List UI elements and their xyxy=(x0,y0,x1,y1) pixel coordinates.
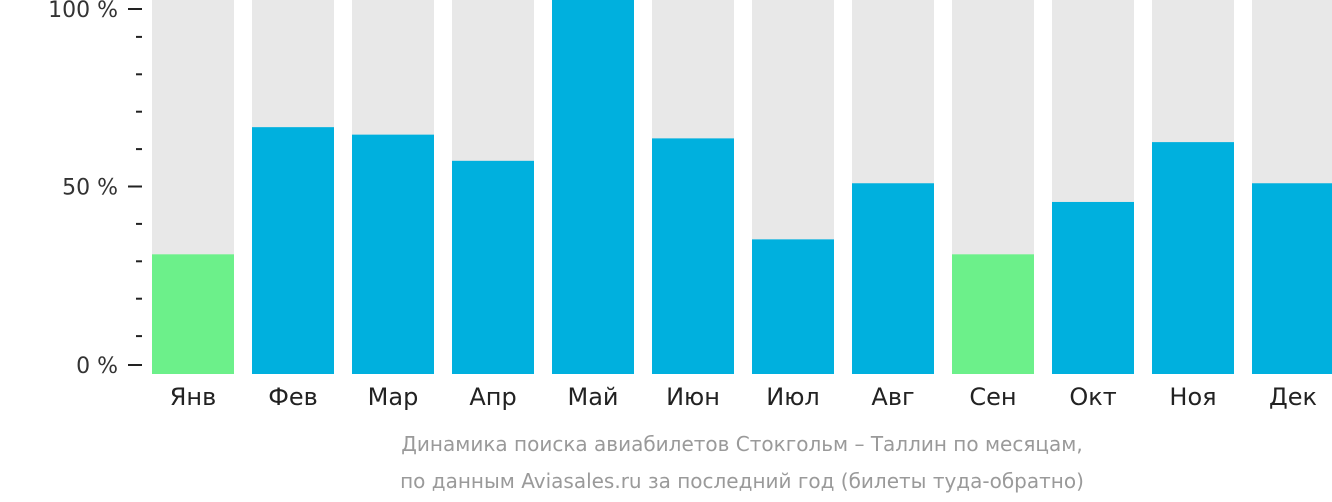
x-tick-label: Дек xyxy=(1269,383,1317,411)
x-tick-label: Мар xyxy=(368,383,419,411)
x-tick-label: Фев xyxy=(268,383,318,411)
y-tick-label: 50 % xyxy=(62,176,118,201)
bar-9 xyxy=(952,254,1034,374)
bar-12 xyxy=(1252,183,1332,374)
x-tick-label: Сен xyxy=(969,383,1016,411)
bar-2 xyxy=(252,127,334,374)
chart-caption: Динамика поиска авиабилетов Стокгольм – … xyxy=(400,432,1084,493)
x-tick-label: Июн xyxy=(666,383,720,411)
bar-11 xyxy=(1152,142,1234,374)
bar-3 xyxy=(352,134,434,374)
bar-8 xyxy=(852,183,934,374)
x-tick-label: Июл xyxy=(766,383,820,411)
x-tick-label: Апр xyxy=(469,383,516,411)
y-tick-label: 100 % xyxy=(48,0,118,23)
x-tick-label: Окт xyxy=(1069,383,1116,411)
bar-4 xyxy=(452,160,534,374)
bar-6 xyxy=(652,138,734,374)
x-tick-label: Ноя xyxy=(1169,383,1216,411)
bar-7 xyxy=(752,239,834,374)
x-tick-label: Авг xyxy=(871,383,914,411)
x-axis-labels: Янв Фев Мар Апр Май Июн Июл Авг Сен Окт Ноя Дек xyxy=(170,383,1317,411)
caption-line-1: Динамика поиска авиабилетов Стокгольм – … xyxy=(401,432,1082,456)
bar-5 xyxy=(552,0,634,374)
y-axis: 0 % 50 % 100 % xyxy=(48,0,142,379)
bar-1 xyxy=(152,254,234,374)
bars xyxy=(152,0,1332,374)
x-tick-label: Янв xyxy=(170,383,217,411)
bar-10 xyxy=(1052,201,1134,374)
x-tick-label: Май xyxy=(567,383,618,411)
y-tick-label: 0 % xyxy=(76,354,118,379)
caption-line-2: по данным Aviasales.ru за последний год … xyxy=(400,469,1084,493)
